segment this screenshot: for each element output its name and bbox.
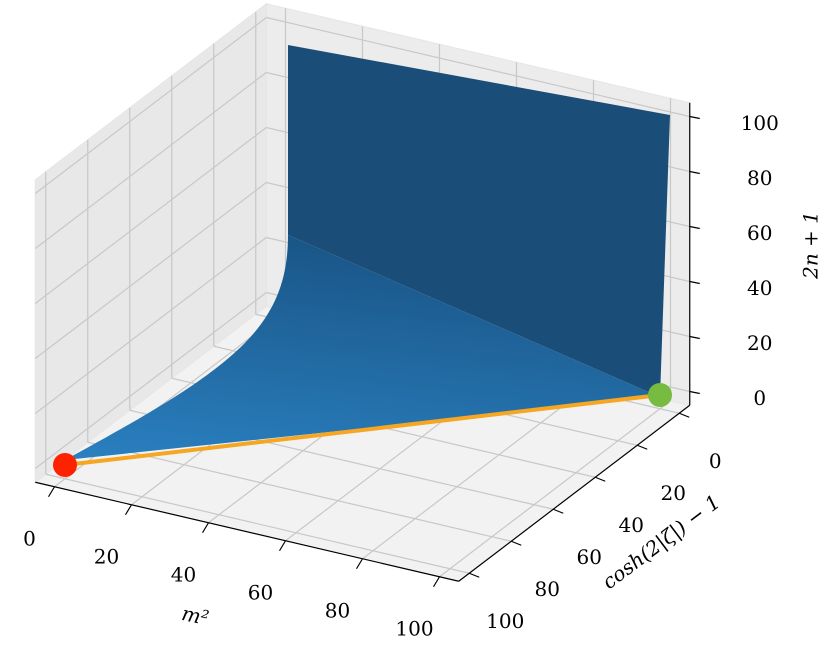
z-tick [689,225,700,230]
z-tick-label: 0 [753,386,766,410]
y-tick-label: 0 [709,449,722,473]
z-tick-label: 40 [747,276,772,300]
x-tick [201,522,210,534]
x-tick-label: 20 [94,544,119,568]
grid-line [34,17,267,194]
y-axis-label: cosh(2|ζ|) − 1 [597,490,725,595]
grid-line [34,72,267,249]
y-tick-label: 40 [619,513,644,537]
y-tick [469,572,480,578]
z-tick [689,335,700,340]
x-tick-label: 60 [248,580,273,604]
x-axis [35,481,459,582]
grid-line [266,16,690,118]
y-tick-label: 100 [486,609,524,633]
grid-line [362,382,594,560]
z-tick [689,390,700,395]
grid-line [439,400,671,578]
y-tick [553,508,564,514]
y-tick-label: 20 [661,481,686,505]
connecting-line [64,393,661,467]
grid-line [34,237,267,414]
z-tick [689,170,700,175]
surface-wall [288,45,670,397]
side-pane [34,2,267,484]
x-tick-label: 100 [395,616,433,640]
x-tick [47,486,56,498]
z-tick [689,115,700,120]
x-tick-label: 40 [171,562,196,586]
x-tick-label: 80 [325,598,350,622]
z-tick-label: 100 [741,111,779,135]
y-tick [637,444,648,450]
point [648,383,672,407]
x-tick [355,558,364,570]
y-tick [595,476,606,482]
grid-line [45,473,470,574]
surface-sheet [65,235,660,460]
x-axis-label: m² [180,601,211,630]
z-tick-label: 80 [747,166,772,190]
x-tick [124,504,133,516]
surface [65,45,670,460]
x-tick [432,576,441,588]
z-tick-label: 20 [747,331,772,355]
grid-line [54,310,286,488]
x-tick-label: 0 [23,526,36,550]
x-tick [278,540,287,552]
z-tick [689,280,700,285]
grid-line [34,292,267,469]
grid-line [34,182,267,359]
y-axis [458,404,691,582]
y-tick [511,540,522,546]
z-axis-label: 2n + 1 [799,211,823,280]
point [53,453,77,477]
y-tick-label: 60 [577,545,602,569]
z-tick-label: 60 [747,221,772,245]
y-tick [679,412,690,418]
grid-line [87,441,512,542]
y-tick-label: 80 [535,577,560,601]
grid-line [34,127,267,304]
